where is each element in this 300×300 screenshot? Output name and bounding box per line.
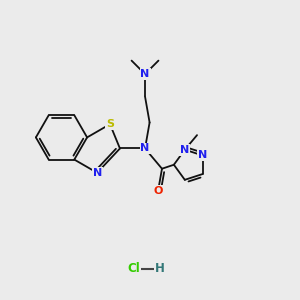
Text: S: S (106, 119, 114, 129)
Text: Cl: Cl (127, 262, 140, 275)
Text: H: H (155, 262, 164, 275)
Text: N: N (198, 150, 207, 161)
Text: N: N (140, 69, 150, 79)
Text: N: N (92, 168, 102, 178)
Text: N: N (140, 143, 150, 154)
Text: N: N (180, 145, 189, 155)
Text: O: O (153, 186, 163, 196)
